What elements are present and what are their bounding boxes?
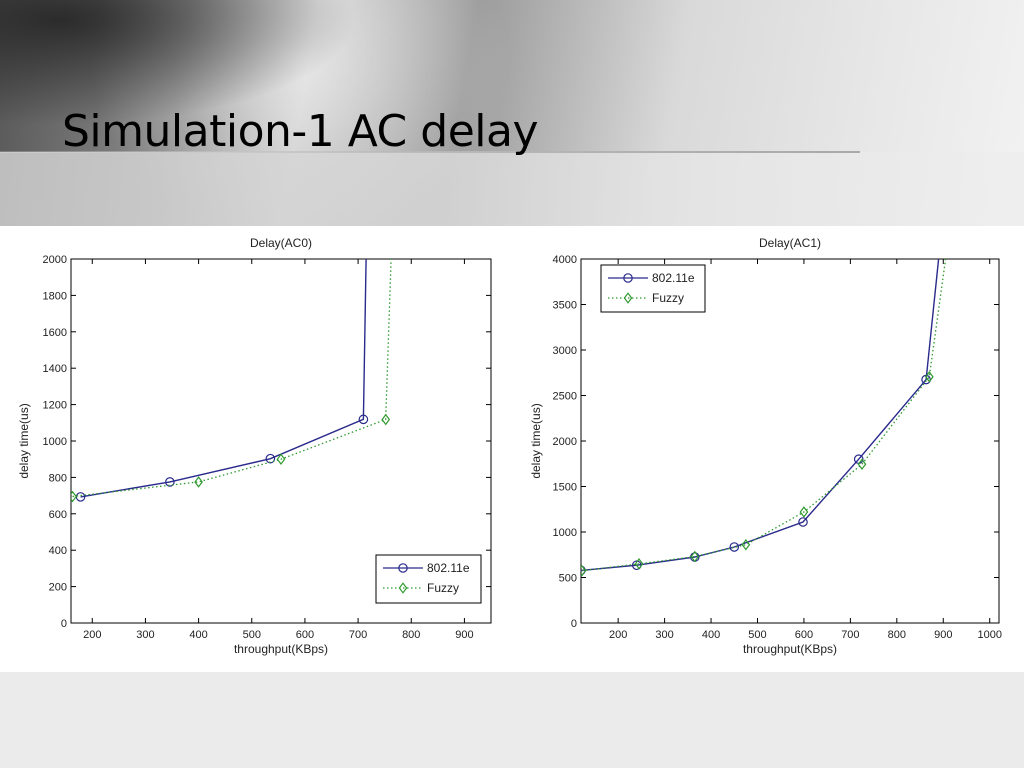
x-tick-label: 700 (349, 629, 367, 641)
x-tick-label: 600 (296, 629, 314, 641)
y-tick-label: 0 (571, 618, 577, 630)
y-tick-label: 200 (49, 582, 67, 594)
x-tick-label: 500 (243, 629, 261, 641)
x-tick-label: 900 (934, 629, 952, 641)
legend-label: Fuzzy (652, 291, 684, 305)
legend-label: Fuzzy (427, 581, 459, 595)
y-tick-label: 3000 (553, 345, 577, 357)
legend-box (375, 554, 482, 604)
legend-marker-circle (398, 563, 408, 573)
x-tick-label: 800 (402, 629, 420, 641)
y-axis-label: delay time(us) (529, 403, 543, 478)
x-tick-label: 1000 (977, 629, 1001, 641)
header-band (0, 152, 1024, 226)
y-tick-label: 1000 (553, 527, 577, 539)
y-tick-label: 1000 (43, 436, 67, 448)
bottom-strip (0, 672, 1024, 768)
x-tick-label: 900 (455, 629, 473, 641)
chart-title: Delay(AC0) (250, 236, 312, 250)
data-point-circle (729, 542, 740, 552)
data-point-diamond (194, 476, 203, 488)
x-tick-label: 400 (189, 629, 207, 641)
y-tick-label: 2000 (553, 436, 577, 448)
y-axis-label: delay time(us) (17, 403, 31, 478)
series-line-802-11e (80, 258, 367, 498)
x-tick-label: 700 (841, 629, 859, 641)
x-tick-label: 200 (609, 629, 627, 641)
data-point-diamond (690, 550, 700, 563)
x-tick-label: 200 (83, 629, 101, 641)
chart-delay-ac1: Delay(AC1) 200 300 400 500 600 700 800 900 1000 0 5… (529, 236, 1002, 656)
legend: 802.11e Fuzzy (600, 264, 706, 313)
y-tick-label: 1200 (43, 400, 67, 412)
y-tick-label: 500 (559, 573, 577, 585)
y-tick-label: 1800 (43, 290, 67, 302)
data-point-diamond (741, 538, 751, 551)
y-tick-label: 2000 (43, 254, 67, 266)
x-tick-label: 300 (655, 629, 673, 641)
plot-area (580, 258, 1000, 624)
chart-title: Delay(AC1) (759, 236, 821, 250)
x-axis-label: throughput(KBps) (234, 642, 328, 656)
y-tick-label: 3500 (553, 300, 577, 312)
legend: 802.11e Fuzzy (375, 554, 482, 604)
data-point-diamond (799, 506, 809, 518)
legend-box (600, 264, 706, 313)
x-tick-label: 500 (748, 629, 766, 641)
y-tick-label: 4000 (553, 254, 577, 266)
y-tick-label: 2500 (553, 391, 577, 403)
x-axis-label: throughput(KBps) (743, 642, 837, 656)
data-point-diamond (581, 564, 587, 577)
y-tick-label: 400 (49, 545, 67, 557)
x-tick-label: 600 (795, 629, 813, 641)
legend-marker-diamond (398, 582, 408, 594)
x-tick-label: 300 (136, 629, 154, 641)
y-tick-label: 1600 (43, 327, 67, 339)
legend-label: 802.11e (427, 561, 470, 575)
data-point-diamond (924, 371, 934, 383)
y-tick-label: 800 (49, 472, 67, 484)
title-divider (0, 151, 860, 153)
y-tick-label: 1500 (553, 482, 577, 494)
x-tick-label: 400 (702, 629, 720, 641)
data-point-diamond (857, 458, 867, 471)
series-line-802-11e (581, 258, 940, 572)
x-tick-label: 800 (888, 629, 906, 641)
data-point-diamond (634, 558, 644, 570)
legend-marker-diamond (623, 292, 633, 304)
legend-label: 802.11e (652, 271, 695, 285)
y-tick-label: 0 (61, 618, 67, 630)
legend-marker-circle (623, 273, 633, 283)
data-point-circle (265, 453, 276, 464)
series-group (71, 258, 392, 503)
data-point-circle (798, 517, 808, 527)
data-point-diamond (381, 413, 391, 426)
y-tick-label: 1400 (43, 363, 67, 375)
data-point-circle (358, 414, 369, 425)
chart-delay-ac0: Delay(AC0) 200 300 400 500 600 700 800 900 0 200 40… (17, 236, 492, 656)
data-point-diamond (71, 490, 77, 503)
data-point-diamond (276, 453, 286, 465)
y-tick-label: 600 (49, 509, 67, 521)
data-point-circle (165, 477, 175, 487)
series-group (581, 258, 947, 577)
series-line-fuzzy (72, 258, 392, 498)
slide-title: Simulation-1 AC delay (62, 106, 539, 157)
